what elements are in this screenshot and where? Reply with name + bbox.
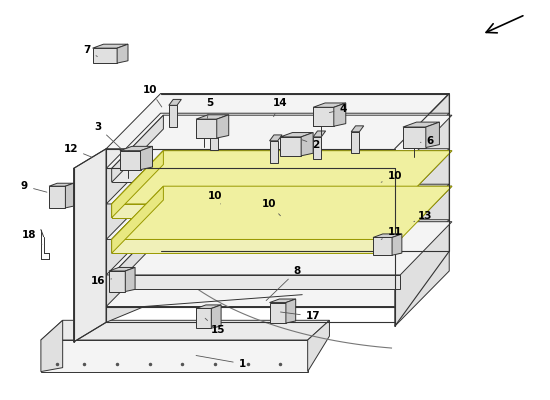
Polygon shape <box>65 183 74 208</box>
Text: 7: 7 <box>84 45 97 56</box>
Polygon shape <box>395 94 449 326</box>
Polygon shape <box>106 220 449 275</box>
Polygon shape <box>196 308 211 328</box>
Text: 18: 18 <box>21 230 42 244</box>
Text: 2: 2 <box>302 140 320 150</box>
Polygon shape <box>106 94 449 149</box>
Polygon shape <box>117 44 128 63</box>
Polygon shape <box>112 186 163 253</box>
Polygon shape <box>112 222 163 289</box>
Polygon shape <box>217 115 229 138</box>
Polygon shape <box>125 268 135 292</box>
Polygon shape <box>210 122 222 128</box>
Polygon shape <box>403 122 439 127</box>
Polygon shape <box>106 149 449 204</box>
Text: 10: 10 <box>208 191 222 204</box>
Polygon shape <box>109 268 135 271</box>
Polygon shape <box>196 115 229 119</box>
Text: a passion: a passion <box>260 93 377 165</box>
Text: 17: 17 <box>280 311 321 321</box>
Text: 1: 1 <box>196 356 246 369</box>
Polygon shape <box>270 302 286 323</box>
Polygon shape <box>41 340 307 372</box>
Polygon shape <box>112 186 452 240</box>
Polygon shape <box>120 151 140 170</box>
Polygon shape <box>307 320 329 372</box>
Polygon shape <box>92 44 128 48</box>
Polygon shape <box>106 184 449 240</box>
Text: 13: 13 <box>414 211 432 222</box>
Polygon shape <box>373 238 392 255</box>
Polygon shape <box>351 126 364 132</box>
Polygon shape <box>301 132 313 156</box>
Polygon shape <box>112 115 452 168</box>
Polygon shape <box>169 100 182 105</box>
Polygon shape <box>313 137 321 158</box>
Polygon shape <box>112 151 452 204</box>
Polygon shape <box>112 186 163 253</box>
Text: 14: 14 <box>273 98 288 117</box>
Text: 10: 10 <box>381 171 402 182</box>
Polygon shape <box>280 137 301 156</box>
Text: 5: 5 <box>206 98 213 118</box>
Polygon shape <box>106 133 144 322</box>
Polygon shape <box>112 240 400 253</box>
Polygon shape <box>286 299 296 323</box>
Text: 10: 10 <box>142 84 162 107</box>
Polygon shape <box>373 234 402 238</box>
Polygon shape <box>211 305 221 328</box>
Polygon shape <box>49 186 65 208</box>
Polygon shape <box>112 204 400 218</box>
Polygon shape <box>106 113 449 168</box>
Polygon shape <box>351 132 359 154</box>
Text: 10: 10 <box>262 199 280 216</box>
Text: 9: 9 <box>21 181 47 192</box>
Polygon shape <box>49 183 74 186</box>
Polygon shape <box>109 271 125 292</box>
Polygon shape <box>140 146 152 170</box>
Polygon shape <box>196 305 221 308</box>
Polygon shape <box>112 168 400 182</box>
Polygon shape <box>112 151 163 218</box>
Polygon shape <box>392 234 402 255</box>
Polygon shape <box>270 135 282 141</box>
Polygon shape <box>403 127 426 148</box>
Text: 6: 6 <box>420 136 434 146</box>
Polygon shape <box>112 275 400 289</box>
Polygon shape <box>196 119 217 138</box>
Polygon shape <box>120 146 152 151</box>
Polygon shape <box>112 151 163 218</box>
Polygon shape <box>210 128 218 150</box>
Polygon shape <box>41 320 63 372</box>
Text: 11: 11 <box>381 226 402 240</box>
Polygon shape <box>106 149 395 168</box>
Polygon shape <box>112 240 400 253</box>
Text: 15: 15 <box>205 318 225 335</box>
Polygon shape <box>112 204 400 218</box>
Text: 12: 12 <box>64 144 93 158</box>
Polygon shape <box>41 320 329 340</box>
Polygon shape <box>270 299 296 302</box>
Polygon shape <box>74 149 106 342</box>
Polygon shape <box>270 141 278 162</box>
Text: 185: 185 <box>374 152 416 185</box>
Polygon shape <box>112 151 452 204</box>
Polygon shape <box>313 131 326 137</box>
Polygon shape <box>313 103 346 107</box>
Text: 16: 16 <box>91 276 112 286</box>
Polygon shape <box>92 48 117 63</box>
Polygon shape <box>112 186 452 240</box>
Text: 3: 3 <box>95 122 123 151</box>
Polygon shape <box>112 222 452 275</box>
Polygon shape <box>106 251 449 306</box>
Polygon shape <box>169 105 177 127</box>
Text: 4: 4 <box>329 104 346 114</box>
Polygon shape <box>280 132 313 137</box>
Polygon shape <box>313 107 334 126</box>
Text: ces: ces <box>293 149 421 251</box>
Text: 8: 8 <box>266 266 300 301</box>
Polygon shape <box>112 115 163 182</box>
Polygon shape <box>334 103 346 126</box>
Polygon shape <box>426 122 439 148</box>
